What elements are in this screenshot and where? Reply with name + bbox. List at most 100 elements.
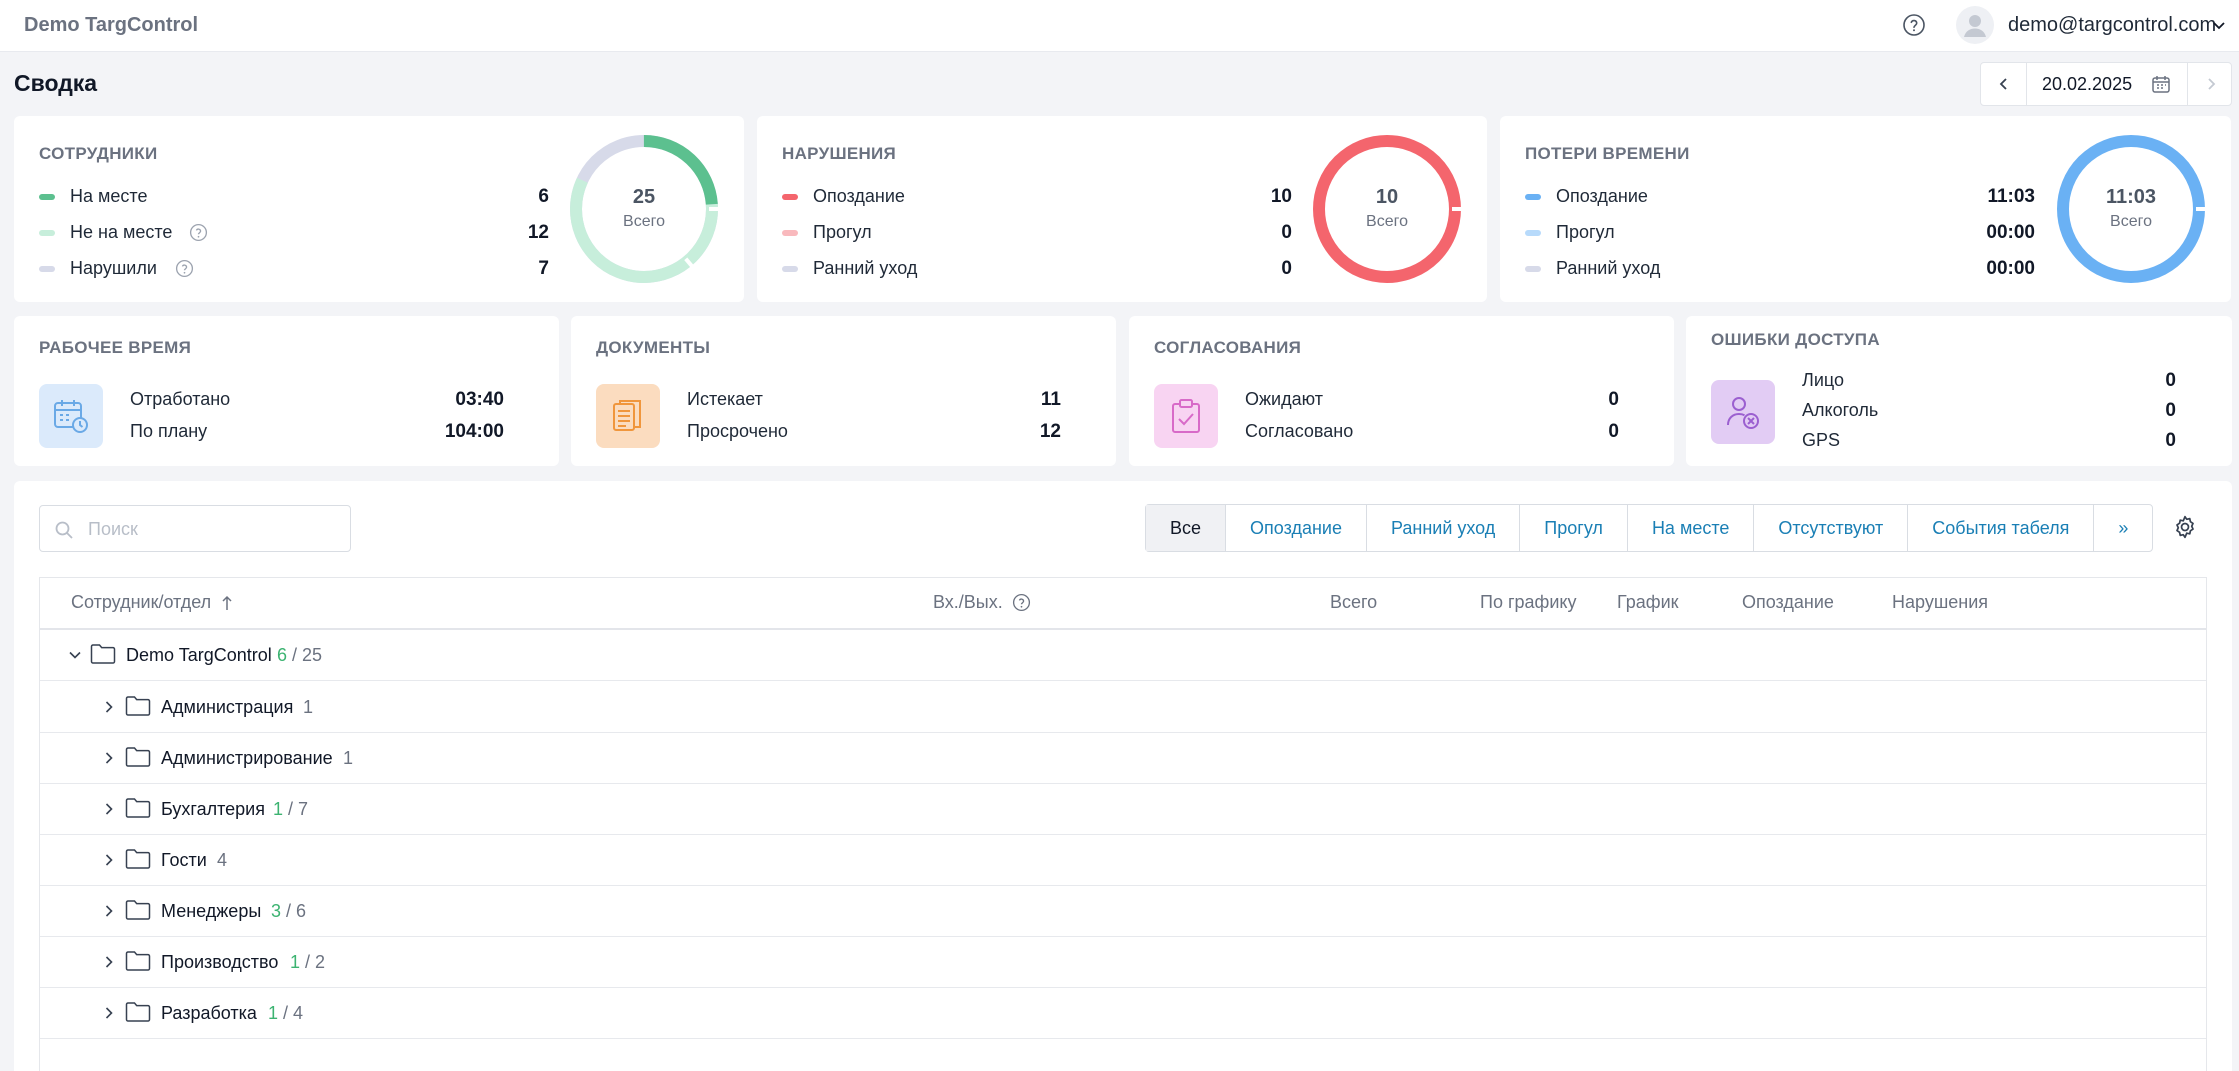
employees-row-violated[interactable]: Нарушили 7 <box>39 256 549 282</box>
col-total[interactable]: Всего <box>1330 592 1378 612</box>
row-value: 0 <box>1281 258 1292 279</box>
col-employee[interactable]: Сотрудник/отдел <box>71 592 212 612</box>
approvals-card[interactable]: СОГЛАСОВАНИЯ Ожидают 0 Согласовано 0 <box>1129 316 1674 466</box>
dept-name[interactable]: Разработка <box>161 1003 257 1023</box>
dept-name[interactable]: Администрирование <box>161 748 333 768</box>
dept-name[interactable]: Demo TargControl <box>126 645 272 665</box>
total-count: 4 <box>293 1003 304 1023</box>
dept-count: 1 <box>303 697 313 718</box>
kv-value: 03:40 <box>455 389 504 410</box>
kv-label: GPS <box>1802 430 1841 450</box>
filter-early-leave[interactable]: Ранний уход <box>1367 505 1521 551</box>
date-picker[interactable]: 20.02.2025 <box>2027 63 2187 105</box>
row-value: 11:03 <box>1987 186 2035 207</box>
folder-icon <box>125 1002 151 1022</box>
top-bar: Demo TargControl demo@targcontrol.com <box>0 0 2239 52</box>
violations-card: НАРУШЕНИЯ Опоздание 10 Прогул 0 Ранний у… <box>757 116 1487 302</box>
col-in-out[interactable]: Вх./Вых. <box>933 592 1003 612</box>
dept-name[interactable]: Менеджеры <box>161 901 262 921</box>
dept-count: 3 / 6 <box>271 901 306 922</box>
documents-icon-tile <box>596 384 660 448</box>
dept-name[interactable]: Гости <box>161 850 207 870</box>
filter-late[interactable]: Опоздание <box>1226 505 1367 551</box>
col-by-schedule[interactable]: По графику <box>1480 592 1577 612</box>
chevron-right-icon[interactable] <box>102 853 116 867</box>
chevron-down-icon[interactable] <box>2211 17 2227 33</box>
folder-icon <box>125 951 151 971</box>
calendar-icon <box>2152 76 2170 93</box>
dept-name[interactable]: Администрация <box>161 697 294 717</box>
violations-row-late[interactable]: Опоздание 10 <box>782 184 1292 210</box>
filter-more[interactable]: » <box>2118 518 2129 538</box>
search-input[interactable] <box>88 516 338 542</box>
table-row[interactable]: Разработка 1 / 4 <box>40 988 2206 1039</box>
table-row[interactable]: Администрирование 1 <box>40 733 2206 784</box>
chevron-right-icon[interactable] <box>102 802 116 816</box>
folder-icon <box>125 747 151 767</box>
folder-icon <box>90 644 116 664</box>
filter-absent[interactable]: Отсутствуют <box>1754 505 1909 551</box>
employee-table-panel: Все Опоздание Ранний уход Прогул На мест… <box>14 481 2232 1071</box>
violations-row-absence[interactable]: Прогул 0 <box>782 220 1292 246</box>
row-label: Прогул <box>1556 222 1615 242</box>
access-errors-icon-tile <box>1711 380 1775 444</box>
question-icon[interactable] <box>1012 593 1031 612</box>
prev-date-button[interactable] <box>1981 63 2027 105</box>
row-label: Опоздание <box>813 186 905 206</box>
col-schedule[interactable]: График <box>1617 592 1679 612</box>
filter-timesheet-events[interactable]: События табеля <box>1908 505 2095 551</box>
time-loss-donut[interactable] <box>2056 134 2206 284</box>
sort-asc-icon[interactable] <box>221 595 233 611</box>
documents-card[interactable]: ДОКУМЕНТЫ Истекает 11 Просрочено 12 <box>571 316 1116 466</box>
table-row[interactable]: Производство 1 / 2 <box>40 937 2206 988</box>
donut-total-label: Всего <box>1366 213 1408 230</box>
question-icon[interactable] <box>175 259 194 278</box>
chevron-down-icon[interactable] <box>68 648 82 662</box>
chevron-right-icon[interactable] <box>102 751 116 765</box>
table-row[interactable]: Администрация 1 <box>40 682 2206 733</box>
kv-value: 0 <box>2165 370 2176 391</box>
present-count: 6 <box>277 645 288 665</box>
employees-row-absent[interactable]: Не на месте 12 <box>39 220 549 246</box>
gear-icon[interactable] <box>2172 514 2198 540</box>
table-row[interactable]: Менеджеры 3 / 6 <box>40 886 2206 937</box>
dept-count: 1 / 4 <box>268 1003 303 1024</box>
help-icon[interactable] <box>1902 13 1926 37</box>
total-count: 4 <box>217 850 228 870</box>
user-avatar[interactable] <box>1956 6 1994 44</box>
date-value: 20.02.2025 <box>2042 74 2133 94</box>
access-errors-card[interactable]: ОШИБКИ ДОСТУПА Лицо 0 Алкоголь 0 GPS 0 <box>1686 316 2232 466</box>
table-row-root[interactable]: Demo TargControl 6 / 25 <box>40 630 2206 681</box>
dept-name[interactable]: Бухгалтерия <box>161 799 265 819</box>
time-loss-row-absence[interactable]: Прогул 00:00 <box>1525 220 2035 246</box>
chevron-right-icon[interactable] <box>102 700 116 714</box>
employees-donut[interactable] <box>569 134 719 284</box>
kv-value: 12 <box>1039 421 1061 442</box>
app-brand[interactable]: Demo TargControl <box>24 14 199 36</box>
dept-count: 4 <box>217 850 227 871</box>
employees-row-present[interactable]: На месте 6 <box>39 184 549 210</box>
time-loss-row-early-leave[interactable]: Ранний уход 00:00 <box>1525 256 2035 282</box>
chevron-right-icon[interactable] <box>102 955 116 969</box>
violations-row-early-leave[interactable]: Ранний уход 0 <box>782 256 1292 282</box>
col-late[interactable]: Опоздание <box>1742 592 1834 612</box>
row-value: 00:00 <box>1986 222 2035 243</box>
user-email[interactable]: demo@targcontrol.com <box>2008 14 2217 36</box>
filter-absence[interactable]: Прогул <box>1520 505 1628 551</box>
table-row[interactable]: Бухгалтерия 1 / 7 <box>40 784 2206 835</box>
filter-all[interactable]: Все <box>1146 505 1227 551</box>
col-violations[interactable]: Нарушения <box>1892 592 1989 612</box>
chevron-right-icon[interactable] <box>102 904 116 918</box>
question-icon[interactable] <box>189 223 208 242</box>
filter-tabs: Все Опоздание Ранний уход Прогул На мест… <box>1145 504 2154 552</box>
dept-name[interactable]: Производство <box>161 952 279 972</box>
next-date-button[interactable] <box>2187 63 2231 105</box>
filter-present[interactable]: На месте <box>1628 505 1755 551</box>
violations-donut[interactable] <box>1312 134 1462 284</box>
time-loss-row-late[interactable]: Опоздание 11:03 <box>1525 184 2035 210</box>
table-row[interactable]: Гости 4 <box>40 835 2206 886</box>
row-label: Ранний уход <box>1556 258 1661 278</box>
work-time-card[interactable]: РАБОЧЕЕ ВРЕМЯ Отработано 03:40 По плану … <box>14 316 559 466</box>
row-label: Нарушили <box>70 258 157 278</box>
chevron-right-icon[interactable] <box>102 1006 116 1020</box>
